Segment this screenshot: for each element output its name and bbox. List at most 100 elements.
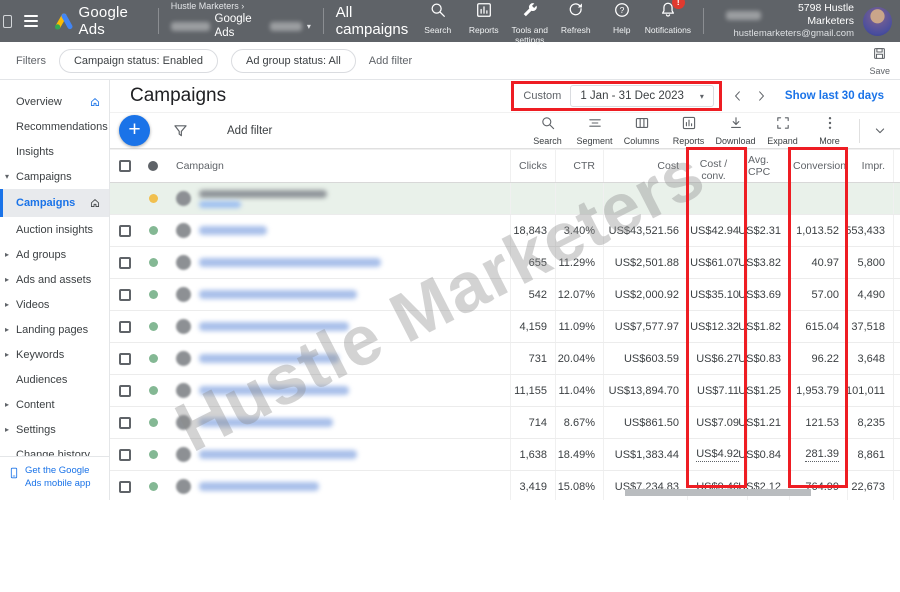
- campaign-name-redacted[interactable]: [199, 482, 319, 491]
- sidebar-item-campaigns-section[interactable]: ▾ Campaigns: [5, 170, 72, 183]
- col-campaign[interactable]: Campaign: [176, 160, 224, 172]
- previous-period-button[interactable]: [731, 89, 745, 103]
- toolbar-tools: Search Segment Columns Reports Download Expan…: [524, 115, 853, 146]
- avatar[interactable]: [863, 6, 892, 36]
- campaign-name-redacted[interactable]: [199, 418, 333, 427]
- row-checkbox[interactable]: [119, 384, 131, 397]
- col-cost[interactable]: Cost: [603, 150, 687, 182]
- account-info[interactable]: 5798 Hustle Marketers hustlemarketers@gm…: [725, 2, 854, 40]
- sidebar-item-ads-and-assets[interactable]: ▸ Ads and assets: [5, 273, 92, 286]
- promo-label: Get the Google Ads mobile app: [25, 465, 91, 489]
- divider: [702, 8, 704, 34]
- sidebar-item-insights[interactable]: Insights: [16, 145, 54, 158]
- table-toolbar: + Add filter Search Segment Columns Reports…: [110, 113, 900, 149]
- topbar-action-refresh[interactable]: Refresh: [553, 1, 599, 36]
- col-ctr[interactable]: CTR: [555, 150, 603, 182]
- campaign-name-redacted[interactable]: [199, 322, 349, 331]
- svg-text:?: ?: [619, 5, 624, 15]
- caret-right-icon: ▸: [5, 250, 10, 259]
- mobile-app-promo[interactable]: Get the Google Ads mobile app: [0, 456, 109, 500]
- row-checkbox[interactable]: [119, 256, 131, 269]
- col-avg-cpc[interactable]: Avg. CPC: [747, 150, 789, 182]
- top-app-bar: Google Ads Hustle Marketers › Google Ads…: [0, 0, 900, 45]
- col-impr[interactable]: Impr.: [847, 150, 893, 182]
- col-conversions[interactable]: Conversions: [789, 150, 847, 182]
- row-checkbox[interactable]: [119, 352, 131, 365]
- sidebar-item-keywords[interactable]: ▸ Keywords: [5, 348, 65, 361]
- cell-clicks: 542: [510, 279, 555, 310]
- toolbar-tool-more[interactable]: More: [806, 115, 853, 146]
- row-checkbox[interactable]: [119, 320, 131, 333]
- row-checkbox[interactable]: [119, 416, 131, 429]
- status-column-icon[interactable]: [148, 161, 158, 171]
- horizontal-scrollbar[interactable]: [625, 489, 811, 496]
- cell-cost: US$7,577.97: [603, 311, 687, 342]
- cell-impr: 37,518: [847, 311, 893, 342]
- col-clicks[interactable]: Clicks: [510, 150, 555, 182]
- main-menu-icon[interactable]: [23, 15, 39, 27]
- status-dot: [148, 322, 158, 331]
- account-breadcrumb[interactable]: Hustle Marketers › Google Ads ▾: [170, 1, 311, 40]
- campaign-name-redacted[interactable]: [199, 258, 381, 267]
- topbar-action-reports[interactable]: Reports: [461, 1, 507, 36]
- phone-icon: [8, 466, 20, 480]
- toolbar-tool-reports[interactable]: Reports: [665, 115, 712, 146]
- toolbar-tool-download[interactable]: Download: [712, 115, 759, 146]
- row-checkbox[interactable]: [119, 288, 131, 301]
- save-icon: [872, 47, 887, 65]
- page-title: Campaigns: [130, 85, 227, 106]
- row-checkbox[interactable]: [119, 480, 131, 493]
- next-period-button[interactable]: [754, 89, 768, 103]
- toolbar-add-filter[interactable]: Add filter: [227, 124, 273, 137]
- sidebar-item-landing-pages[interactable]: ▸ Landing pages: [5, 323, 89, 336]
- date-range-picker[interactable]: 1 Jan - 31 Dec 2023 ▾: [570, 85, 714, 107]
- sidebar-item-campaigns[interactable]: Campaigns: [0, 189, 109, 217]
- topbar-actions: Search Reports Tools and settings Refresh? H…: [415, 0, 691, 46]
- filter-funnel-icon[interactable]: [172, 122, 189, 139]
- sidebar-item-settings[interactable]: ▸ Settings: [5, 423, 56, 436]
- campaign-icon: [176, 383, 191, 398]
- filter-chip-adgroup-status[interactable]: Ad group status: All: [230, 48, 356, 73]
- sidebar-item-audiences[interactable]: Audiences: [16, 373, 68, 386]
- row-checkbox[interactable]: [119, 448, 131, 461]
- toolbar-tool-search[interactable]: Search: [524, 115, 571, 146]
- sidebar-item-auction-insights[interactable]: Auction insights: [16, 223, 94, 236]
- row-checkbox[interactable]: [119, 224, 131, 237]
- select-all-checkbox[interactable]: [119, 160, 131, 172]
- add-filter-link[interactable]: Add filter: [368, 54, 413, 67]
- col-cost-conv[interactable]: Cost / conv.: [687, 150, 747, 182]
- campaign-name-redacted[interactable]: [199, 290, 357, 299]
- topbar-action-search[interactable]: Search: [415, 1, 461, 36]
- collapse-toolbar-chevron[interactable]: [872, 123, 888, 139]
- chevron-down-icon[interactable]: ▾: [306, 22, 311, 32]
- topbar-action-help[interactable]: ? Help: [599, 1, 645, 36]
- campaign-icon: [176, 287, 191, 302]
- campaign-name-redacted[interactable]: [199, 189, 327, 208]
- cell-ctr: 20.04%: [555, 343, 603, 374]
- new-campaign-button[interactable]: +: [119, 115, 150, 146]
- campaign-name-redacted[interactable]: [199, 386, 349, 395]
- cell-clicks: 1,638: [510, 439, 555, 470]
- campaign-name-redacted[interactable]: [199, 450, 357, 459]
- reports-icon: [681, 116, 697, 135]
- toolbar-tool-segment[interactable]: Segment: [571, 115, 618, 146]
- cell-avg_cpc: US$3.82: [738, 247, 789, 278]
- cell-clicks: 714: [510, 407, 555, 438]
- campaign-name-redacted[interactable]: [199, 226, 267, 235]
- campaign-icon: [176, 351, 191, 366]
- sidebar-item-videos[interactable]: ▸ Videos: [5, 298, 50, 311]
- cell-avg_cpc: US$1.25: [738, 375, 789, 406]
- topbar-action-notifications[interactable]: ! Notifications: [645, 0, 691, 36]
- sidebar-item-recommendations[interactable]: Recommendations: [16, 120, 108, 133]
- show-last-30-days-link[interactable]: Show last 30 days: [784, 90, 884, 102]
- sidebar-item-overview[interactable]: Overview: [0, 89, 109, 114]
- sidebar-item-content[interactable]: ▸ Content: [5, 398, 55, 411]
- campaign-name-redacted[interactable]: [199, 354, 339, 363]
- toolbar-tool-expand[interactable]: Expand: [759, 115, 806, 146]
- save-button[interactable]: Save: [869, 46, 890, 76]
- toolbar-tool-columns[interactable]: Columns: [618, 115, 665, 146]
- cell-cost_conv: [687, 183, 747, 214]
- filter-chip-campaign-status[interactable]: Campaign status: Enabled: [58, 48, 218, 73]
- sidebar-item-ad-groups[interactable]: ▸ Ad groups: [5, 248, 67, 261]
- topbar-action-tools[interactable]: Tools and settings: [507, 1, 553, 46]
